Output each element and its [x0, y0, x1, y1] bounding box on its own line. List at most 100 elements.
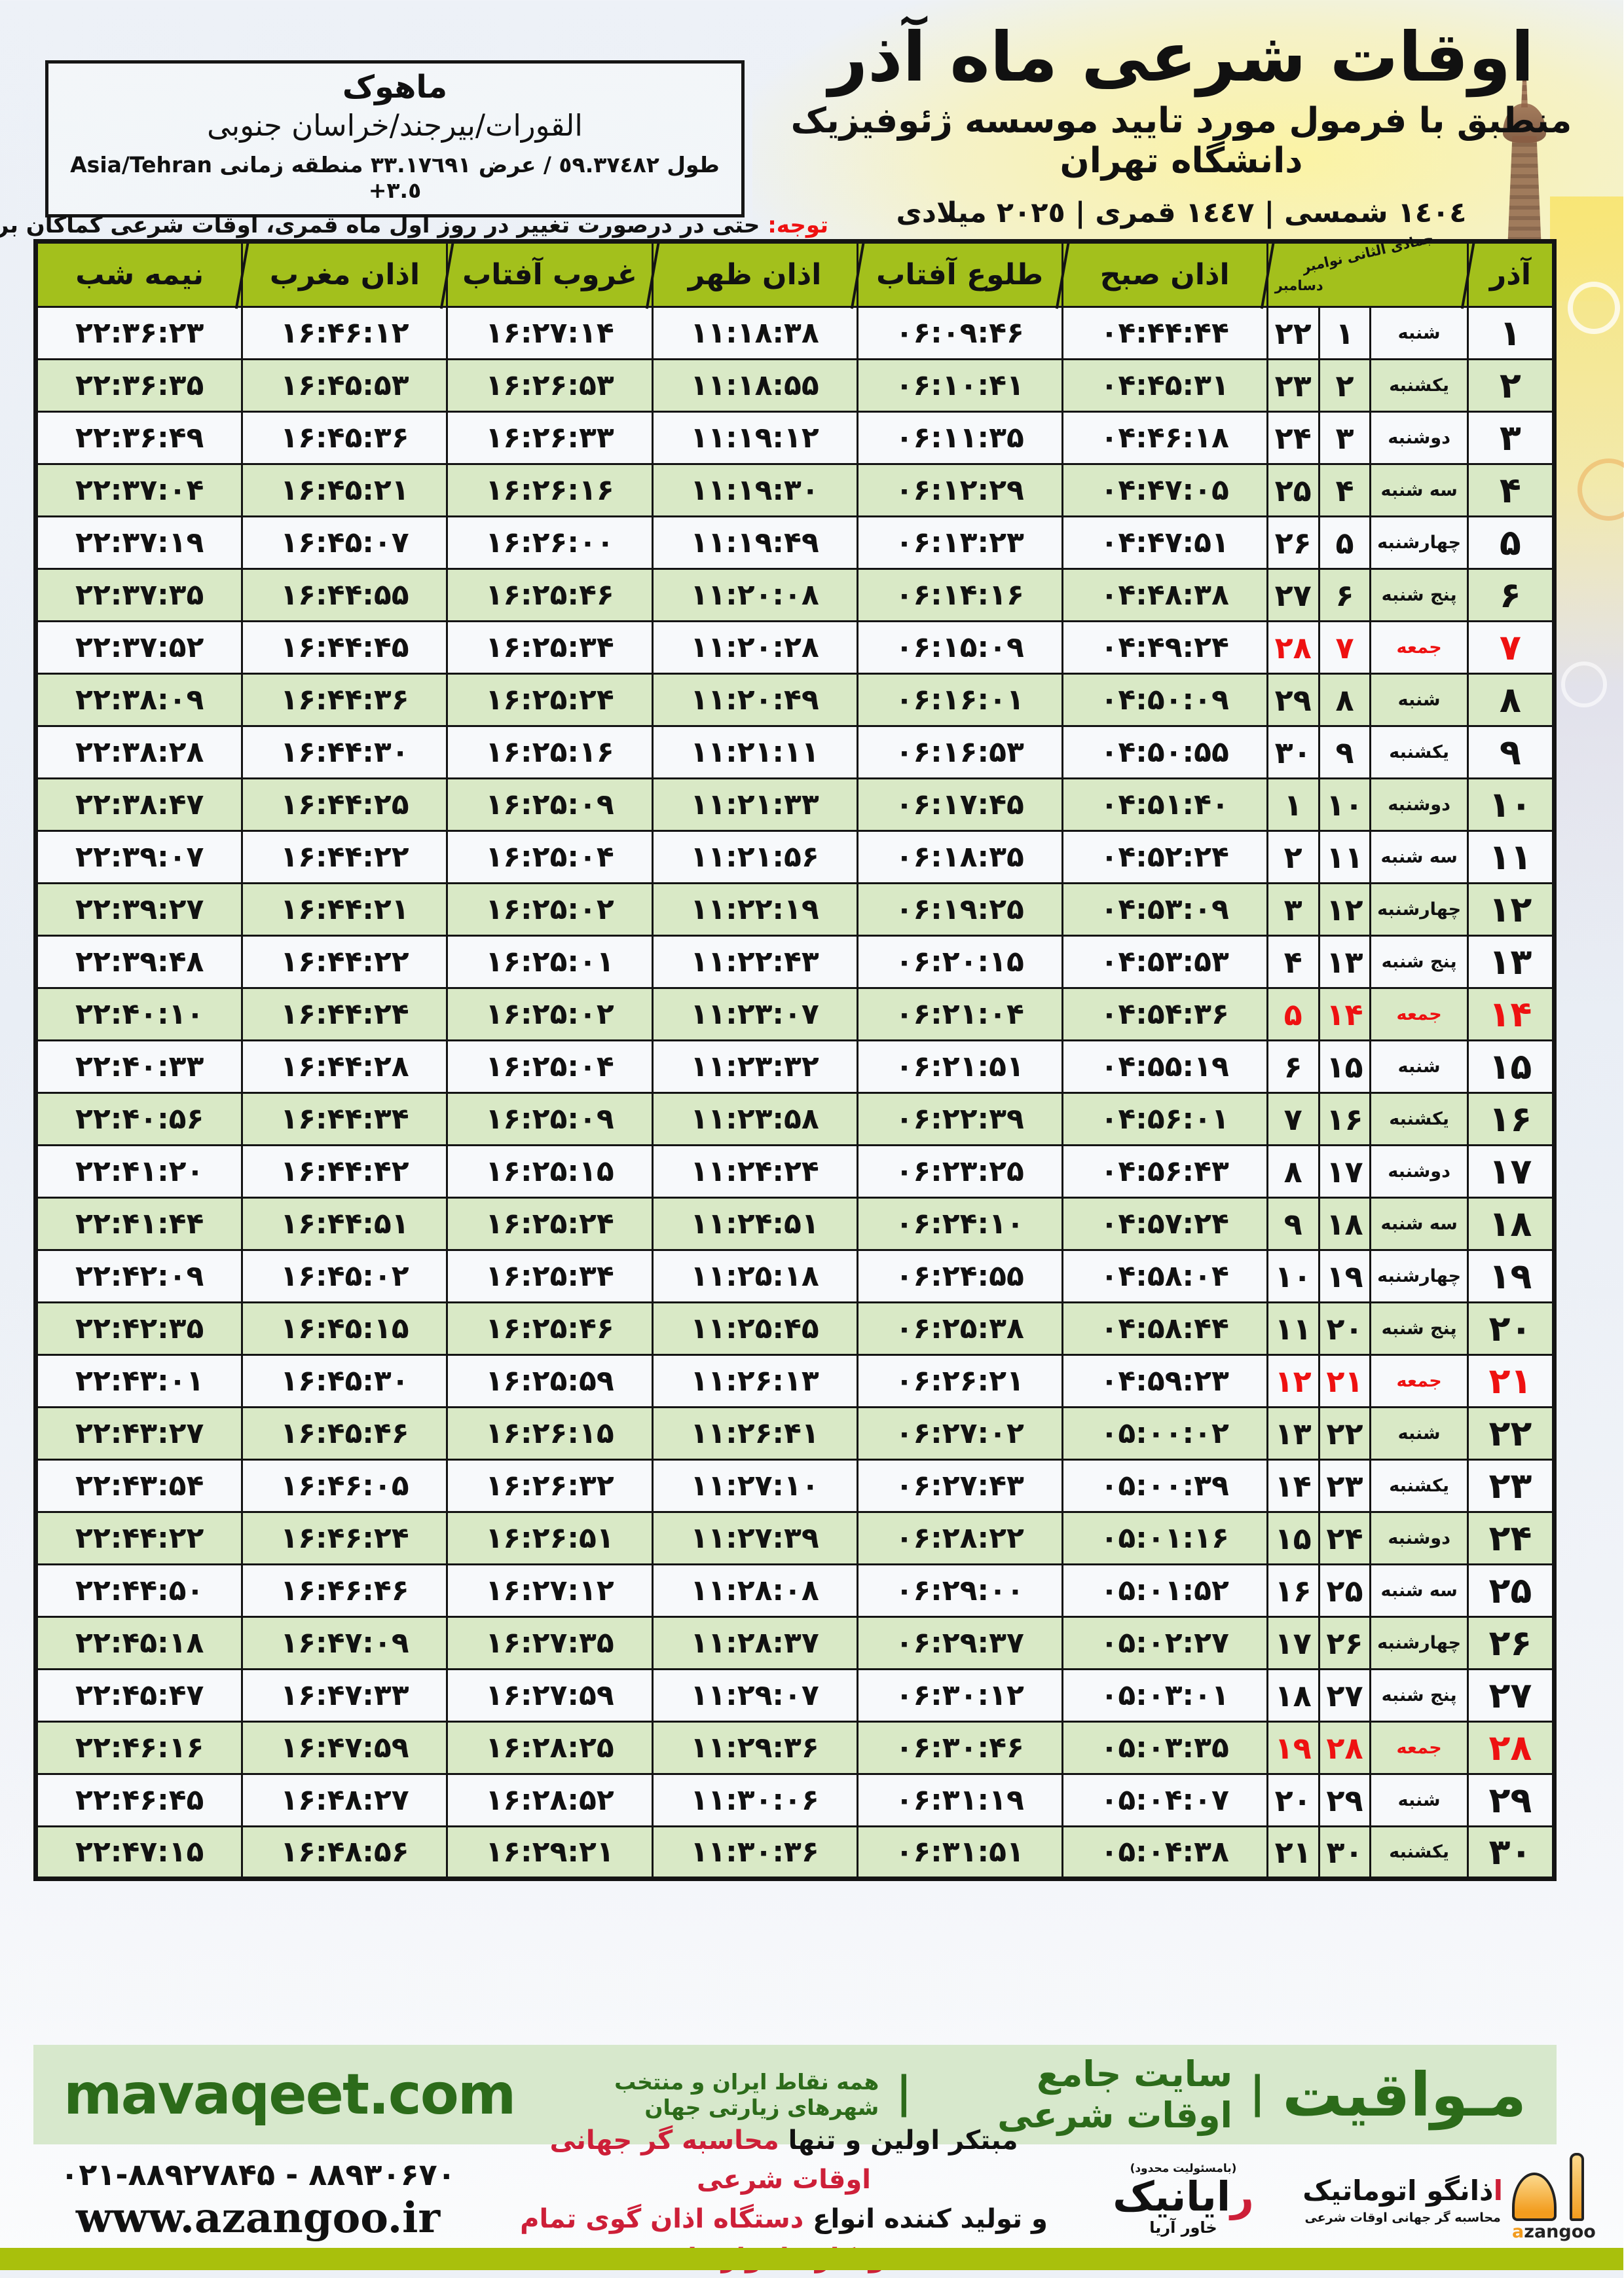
calendar-years: ١٤٠٤ شمسی | ١٤٤٧ قمری | ٢٠٢٥ میلادی [896, 196, 1467, 230]
noon-time: ۱۱:۲۶:۴۱ [652, 1406, 859, 1461]
sunrise-time: ۰۶:۳۱:۱۹ [857, 1773, 1064, 1827]
table-row: ۲۴ دوشنبه ۲۴ ۱۵ ۰۵:۰۱:۱۶ ۰۶:۲۸:۲۲ ۱۱:۲۷:… [35, 1511, 1557, 1565]
weekday: سه شنبه [1370, 1563, 1469, 1618]
azar-day: ۱۷ [1467, 1144, 1557, 1199]
gregorian-day: ۳ [1266, 882, 1321, 937]
midnight-time: ۲۲:۴۱:۲۰ [35, 1144, 244, 1199]
table-row: ۲۸ جمعه ۲۸ ۱۹ ۰۵:۰۳:۳۵ ۰۶:۳۰:۴۶ ۱۱:۲۹:۳۶… [35, 1721, 1557, 1775]
noon-time: ۱۱:۱۹:۱۲ [652, 411, 859, 465]
azar-day: ۲۴ [1467, 1511, 1557, 1565]
table-row: ۱۰ دوشنبه ۱۰ ۱ ۰۴:۵۱:۴۰ ۰۶:۱۷:۴۵ ۱۱:۲۱:۳… [35, 777, 1557, 832]
noon-time: ۱۱:۲۳:۵۸ [652, 1092, 859, 1146]
noon-time: ۱۱:۲۴:۲۴ [652, 1144, 859, 1199]
mavaqeet-bar: مـواقیت | سایت جامع اوقات شرعی | همه نقا… [34, 2045, 1557, 2144]
sunset-time: ۱۶:۲۵:۰۲ [447, 987, 654, 1041]
gregorian-day: ۱۰ [1266, 1249, 1321, 1303]
hijri-day: ۷ [1318, 620, 1373, 675]
sunrise-time: ۰۶:۳۰:۱۲ [857, 1668, 1064, 1723]
weekday: جمعه [1370, 620, 1469, 675]
hijri-day: ۲۲ [1318, 1406, 1373, 1461]
header-fajr: اذان صبح [1061, 240, 1269, 308]
fajr-time: ۰۴:۴۵:۳۱ [1061, 358, 1269, 413]
hijri-day: ۲۱ [1318, 1354, 1373, 1408]
sunrise-time: ۰۶:۲۱:۵۱ [857, 1039, 1064, 1094]
fajr-time: ۰۴:۵۹:۲۳ [1061, 1354, 1269, 1408]
weekday: پنج شنبه [1370, 568, 1469, 622]
sunset-time: ۱۶:۲۷:۱۴ [447, 306, 654, 360]
noon-time: ۱۱:۲۰:۴۹ [652, 673, 859, 727]
hijri-day: ۱۸ [1318, 1197, 1373, 1251]
maghrib-time: ۱۶:۴۵:۰۲ [242, 1249, 449, 1303]
weekday: پنج شنبه [1370, 1301, 1469, 1356]
azar-day: ۲۳ [1467, 1459, 1557, 1513]
hijri-day: ۱۷ [1318, 1144, 1373, 1199]
sunset-time: ۱۶:۲۵:۴۶ [447, 568, 654, 622]
noon-time: ۱۱:۲۱:۱۱ [652, 725, 859, 779]
sunrise-time: ۰۶:۱۶:۰۱ [857, 673, 1064, 727]
hijri-day: ۶ [1318, 568, 1373, 622]
sunrise-time: ۰۶:۱۶:۵۳ [857, 725, 1064, 779]
weekday: جمعه [1370, 1721, 1469, 1775]
table-row: ۲۰ پنج شنبه ۲۰ ۱۱ ۰۴:۵۸:۴۴ ۰۶:۲۵:۳۸ ۱۱:۲… [35, 1301, 1557, 1356]
midnight-time: ۲۲:۳۹:۲۷ [35, 882, 244, 937]
gregorian-day: ۳۰ [1266, 725, 1321, 779]
sunset-time: ۱۶:۲۸:۲۵ [447, 1721, 654, 1775]
weekday: شنبه [1370, 1406, 1469, 1461]
sunset-time: ۱۶:۲۶:۵۱ [447, 1511, 654, 1565]
location-box: ماهوک القورات/بیرجند/خراسان جنوبی طول ٥٩… [46, 60, 745, 217]
azar-day: ۱۵ [1467, 1039, 1557, 1094]
weekday: سه شنبه [1370, 463, 1469, 517]
gregorian-day: ۲ [1266, 830, 1321, 884]
sunrise-time: ۰۶:۲۸:۲۲ [857, 1511, 1064, 1565]
header-midnight: نیمه شب [35, 240, 244, 308]
fajr-time: ۰۴:۴۸:۳۸ [1061, 568, 1269, 622]
table-row: ۱۴ جمعه ۱۴ ۵ ۰۴:۵۴:۳۶ ۰۶:۲۱:۰۴ ۱۱:۲۳:۰۷ … [35, 987, 1557, 1041]
separator: | [896, 2066, 913, 2118]
weekday: چهارشنبه [1370, 1616, 1469, 1670]
table-row: ۱۸ سه شنبه ۱۸ ۹ ۰۴:۵۷:۲۴ ۰۶:۲۴:۱۰ ۱۱:۲۴:… [35, 1197, 1557, 1251]
midnight-time: ۲۲:۳۷:۳۵ [35, 568, 244, 622]
noon-time: ۱۱:۱۸:۳۸ [652, 306, 859, 360]
mavaqeet-brand: مـواقیت [1283, 2059, 1527, 2130]
gregorian-day: ۱۵ [1266, 1511, 1321, 1565]
sunrise-time: ۰۶:۱۵:۰۹ [857, 620, 1064, 675]
fajr-time: ۰۴:۵۸:۰۴ [1061, 1249, 1269, 1303]
gregorian-day: ۲۹ [1266, 673, 1321, 727]
azar-day: ۲۵ [1467, 1563, 1557, 1618]
maghrib-time: ۱۶:۴۸:۵۶ [242, 1825, 449, 1880]
table-row: ۲۷ پنج شنبه ۲۷ ۱۸ ۰۵:۰۳:۰۱ ۰۶:۳۰:۱۲ ۱۱:۲… [35, 1668, 1557, 1723]
azar-day: ۲۱ [1467, 1354, 1557, 1408]
azar-day: ۲۶ [1467, 1616, 1557, 1670]
midnight-time: ۲۲:۴۱:۴۴ [35, 1197, 244, 1251]
sunrise-time: ۰۶:۱۴:۱۶ [857, 568, 1064, 622]
sunrise-time: ۰۶:۳۰:۴۶ [857, 1721, 1064, 1775]
maghrib-time: ۱۶:۴۵:۲۱ [242, 463, 449, 517]
location-region: القورات/بیرجند/خراسان جنوبی [208, 108, 583, 143]
website-url[interactable]: www.azangoo.ir [76, 2193, 441, 2243]
maghrib-time: ۱۶:۴۵:۳۰ [242, 1354, 449, 1408]
azar-day: ۱۴ [1467, 987, 1557, 1041]
table-row: ۸ شنبه ۸ ۲۹ ۰۴:۵۰:۰۹ ۰۶:۱۶:۰۱ ۱۱:۲۰:۴۹ ۱… [35, 673, 1557, 727]
gregorian-day: ۱۴ [1266, 1459, 1321, 1513]
coords-timezone: Asia/Tehran +٣.٥ [71, 152, 422, 203]
gregorian-day: ۱۶ [1266, 1563, 1321, 1618]
hijri-day: ۲ [1318, 358, 1373, 413]
mavaqeet-tagline: سایت جامع اوقات شرعی [998, 2053, 1234, 2136]
sunrise-time: ۰۶:۳۱:۵۱ [857, 1825, 1064, 1880]
fajr-time: ۰۴:۵۸:۴۴ [1061, 1301, 1269, 1356]
noon-time: ۱۱:۲۰:۰۸ [652, 568, 859, 622]
noon-time: ۱۱:۱۹:۴۹ [652, 515, 859, 570]
sunset-time: ۱۶:۲۵:۱۶ [447, 725, 654, 779]
midnight-time: ۲۲:۴۰:۱۰ [35, 987, 244, 1041]
gregorian-day: ۲۷ [1266, 568, 1321, 622]
gregorian-day: ۱۷ [1266, 1616, 1321, 1670]
maghrib-time: ۱۶:۴۴:۳۶ [242, 673, 449, 727]
sunrise-time: ۰۶:۱۱:۳۵ [857, 411, 1064, 465]
sunset-time: ۱۶:۲۹:۲۱ [447, 1825, 654, 1880]
sunset-time: ۱۶:۲۵:۰۹ [447, 1092, 654, 1146]
table-row: ۱۹ چهارشنبه ۱۹ ۱۰ ۰۴:۵۸:۰۴ ۰۶:۲۴:۵۵ ۱۱:۲… [35, 1249, 1557, 1303]
hijri-day: ۲۳ [1318, 1459, 1373, 1513]
weekday: چهارشنبه [1370, 515, 1469, 570]
mavaqeet-url: mavaqeet.com [64, 2062, 517, 2127]
maghrib-time: ۱۶:۴۷:۳۳ [242, 1668, 449, 1723]
